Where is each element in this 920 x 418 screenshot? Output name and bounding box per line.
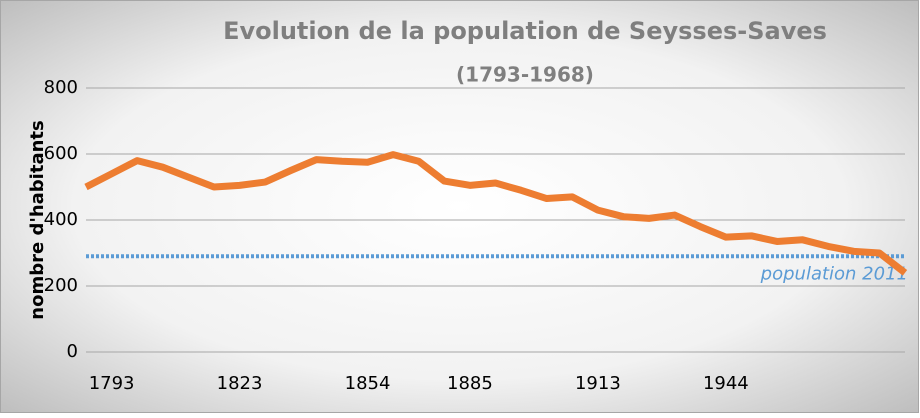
y-tick-label: 400	[44, 209, 78, 230]
x-tick-label: 1854	[345, 373, 391, 394]
chart-title: Evolution de la population de Seysses-Sa…	[223, 17, 827, 45]
x-tick-label: 1913	[575, 373, 621, 394]
y-axis-label: nombre d'habitants	[27, 120, 48, 319]
x-tick-label: 1885	[447, 373, 493, 394]
x-tick-label: 1823	[217, 373, 263, 394]
x-tick-label: 1944	[703, 373, 749, 394]
y-tick-label: 200	[44, 275, 78, 296]
reference-label: population 2011	[760, 263, 908, 284]
x-tick-label: 1793	[89, 373, 135, 394]
data-line	[84, 151, 908, 276]
y-tick-label: 0	[67, 341, 78, 362]
chart-subtitle: (1793-1968)	[456, 63, 594, 87]
y-tick-label: 600	[44, 143, 78, 164]
y-tick-label: 800	[44, 77, 78, 98]
